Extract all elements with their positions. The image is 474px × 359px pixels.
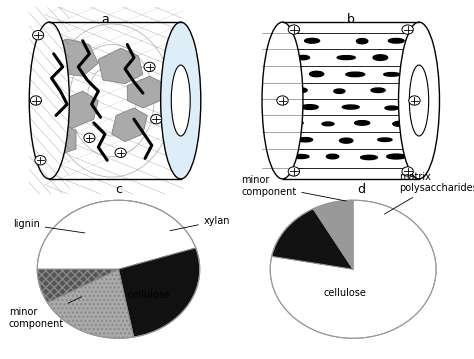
Circle shape [30, 96, 42, 105]
Circle shape [277, 96, 288, 105]
Text: lignin: lignin [13, 219, 85, 233]
Wedge shape [118, 248, 200, 337]
Ellipse shape [301, 105, 318, 109]
Ellipse shape [371, 88, 385, 93]
Polygon shape [285, 116, 419, 132]
Text: minor
component: minor component [241, 175, 346, 201]
Ellipse shape [355, 121, 370, 125]
Polygon shape [285, 132, 419, 149]
Ellipse shape [410, 65, 428, 136]
Polygon shape [98, 48, 143, 84]
Ellipse shape [289, 120, 303, 125]
Circle shape [115, 148, 126, 158]
Circle shape [402, 25, 413, 34]
Ellipse shape [346, 72, 365, 76]
Text: a: a [101, 13, 109, 26]
Polygon shape [38, 123, 76, 157]
Polygon shape [45, 39, 98, 76]
Text: minor
component: minor component [9, 297, 82, 329]
Text: cellulose: cellulose [323, 288, 366, 298]
Circle shape [288, 25, 300, 34]
Polygon shape [56, 91, 98, 129]
Polygon shape [285, 149, 419, 168]
Text: matrix
polysaccharides: matrix polysaccharides [384, 172, 474, 214]
Ellipse shape [387, 154, 406, 159]
Circle shape [402, 167, 413, 176]
Ellipse shape [262, 22, 303, 179]
Ellipse shape [373, 55, 388, 60]
Polygon shape [45, 22, 183, 179]
Text: d: d [357, 183, 365, 196]
Ellipse shape [334, 89, 345, 93]
Circle shape [84, 133, 95, 143]
Ellipse shape [171, 65, 190, 136]
Ellipse shape [339, 138, 353, 143]
Ellipse shape [305, 38, 319, 43]
Circle shape [151, 115, 162, 124]
Ellipse shape [385, 106, 399, 110]
Circle shape [33, 31, 44, 40]
Wedge shape [270, 200, 436, 338]
Circle shape [144, 62, 155, 71]
Ellipse shape [294, 88, 307, 93]
Polygon shape [285, 33, 419, 49]
Ellipse shape [310, 71, 324, 77]
Text: c: c [115, 183, 122, 196]
Text: xylan: xylan [170, 216, 230, 231]
Ellipse shape [378, 138, 392, 141]
Ellipse shape [322, 122, 334, 126]
Ellipse shape [337, 56, 356, 60]
Circle shape [409, 96, 420, 105]
Polygon shape [112, 108, 147, 141]
Wedge shape [272, 209, 353, 269]
Ellipse shape [327, 154, 339, 159]
Text: b: b [347, 13, 355, 26]
Ellipse shape [356, 38, 368, 44]
Ellipse shape [393, 121, 409, 126]
Ellipse shape [29, 22, 69, 179]
Ellipse shape [296, 55, 310, 60]
Ellipse shape [361, 155, 377, 160]
Wedge shape [37, 269, 118, 303]
Ellipse shape [388, 38, 404, 43]
Wedge shape [37, 200, 196, 269]
Ellipse shape [401, 89, 415, 93]
Ellipse shape [292, 154, 309, 159]
Ellipse shape [298, 137, 312, 142]
Ellipse shape [342, 105, 359, 109]
Circle shape [35, 155, 46, 165]
Ellipse shape [161, 22, 201, 179]
Ellipse shape [384, 73, 400, 76]
Ellipse shape [399, 22, 439, 179]
Polygon shape [278, 22, 424, 179]
Polygon shape [285, 66, 419, 83]
Wedge shape [313, 200, 353, 269]
Circle shape [288, 167, 300, 176]
Wedge shape [47, 269, 134, 338]
Polygon shape [285, 83, 419, 99]
Polygon shape [285, 49, 419, 66]
Text: cellulose: cellulose [128, 290, 171, 300]
Polygon shape [285, 99, 419, 116]
Polygon shape [127, 76, 165, 108]
